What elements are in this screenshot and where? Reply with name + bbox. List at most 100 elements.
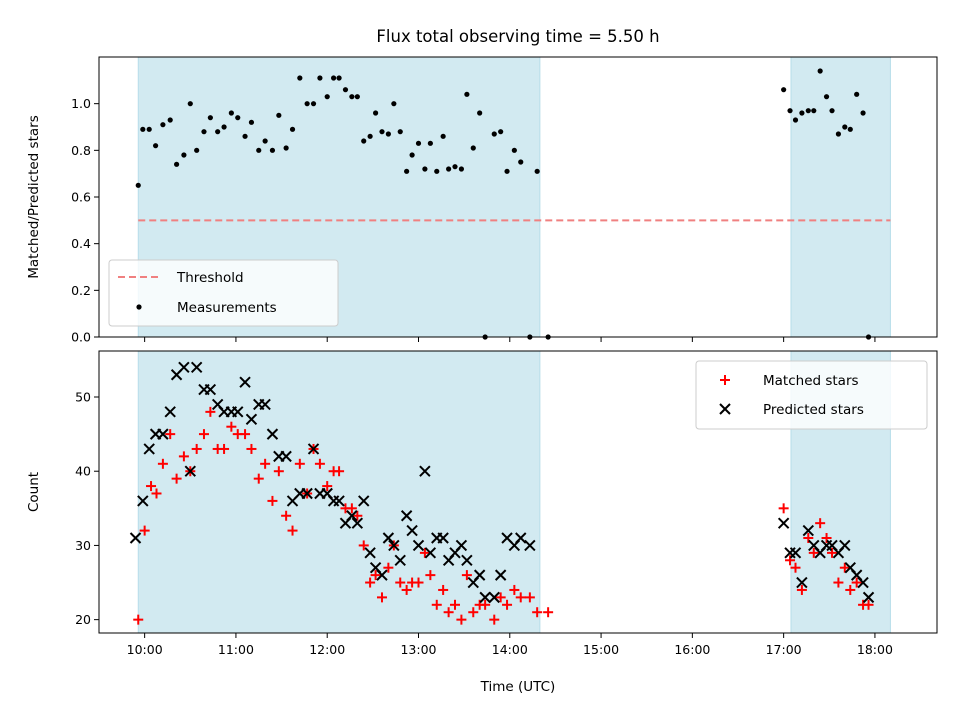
matched-stars-point (334, 466, 345, 477)
measurement-point (477, 110, 483, 116)
matched-stars-point (502, 599, 513, 610)
matched-stars-point (346, 503, 357, 514)
matched-stars-point (532, 607, 543, 618)
measurement-point (397, 129, 403, 135)
measurement-point (317, 75, 323, 81)
bottom-panel-count: 20 30 40 50 10:00 11:00 12:00 13:00 14:00 15:00 16… (26, 350, 938, 695)
predicted-stars-point (204, 383, 217, 396)
chart-title: Flux total observing time = 5.50 h (376, 27, 659, 46)
measurement-point (269, 147, 276, 153)
x-marker-b (184, 465, 196, 477)
predicted-stars-point (802, 524, 814, 537)
measurement-point (491, 131, 497, 137)
matched-stars-point (267, 495, 278, 506)
observing-window-span (790, 56, 891, 338)
matched-stars-point (509, 584, 520, 595)
y-tick-label: 0.4 (71, 236, 91, 251)
matched-stars-point (151, 488, 162, 499)
x-marker-b (796, 576, 808, 589)
matched-stars-point (322, 481, 333, 492)
predicted-stars-point (307, 443, 320, 455)
x-marker-b (862, 591, 875, 604)
x-marker-b (826, 539, 838, 552)
x-marker-b (844, 561, 856, 574)
measurement-point (242, 133, 248, 139)
measurement-point (504, 168, 510, 174)
matched-stars-point (395, 577, 406, 588)
predicted-stars-point (245, 413, 258, 425)
predicted-stars-point (524, 539, 536, 552)
matched-stars-point (226, 421, 237, 432)
matched-stars-point (808, 547, 819, 558)
measurement-point (167, 117, 173, 123)
x-marker-b (190, 361, 203, 374)
y-axis-label: Matched/Predicted stars (26, 115, 42, 278)
predicted-stars-point (164, 406, 176, 418)
x-marker-b (437, 532, 449, 544)
x-marker-b (406, 524, 418, 537)
predicted-stars-point (358, 495, 370, 507)
legend-measurements-swatch (136, 304, 142, 310)
matched-stars-point (294, 458, 305, 469)
measurement-point (434, 168, 440, 174)
measurement-point (829, 108, 835, 114)
measurement-point (427, 140, 433, 146)
predicted-stars-point (266, 428, 279, 440)
x-tick-label: 10:00 (127, 642, 163, 657)
x-marker-b (394, 554, 406, 566)
x-tick-label: 15:00 (583, 642, 619, 657)
matched-stars-point (240, 429, 251, 440)
measurement-point (518, 159, 524, 165)
matched-stars-point (352, 510, 363, 521)
x-marker-b (802, 524, 814, 537)
x-marker-b (501, 532, 513, 544)
measurement-point (847, 126, 853, 132)
x-marker-b (164, 406, 176, 418)
measurement-point (201, 129, 207, 135)
measurement-point (860, 110, 866, 116)
predicted-stars-point (143, 443, 155, 455)
legend-measurements-label: Measurements (177, 300, 277, 316)
x-marker-b (137, 495, 149, 507)
measurement-point (336, 75, 342, 81)
predicted-stars-point (232, 406, 244, 418)
x-marker-b (266, 428, 279, 440)
x-axis-label: Time (UTC) (480, 679, 556, 695)
measurement-point (781, 87, 787, 93)
matched-stars-point (146, 481, 157, 492)
predicted-stars-point (461, 554, 473, 566)
predicted-stars-point (862, 591, 875, 604)
matched-stars-point (365, 577, 376, 588)
measurement-point (792, 117, 799, 123)
measurement-point (276, 112, 282, 118)
measurement-point (842, 124, 848, 130)
measurement-point (391, 101, 397, 107)
x-marker-b (157, 428, 169, 440)
predicted-stars-point (333, 495, 345, 507)
legend-matched-label: Matched stars (763, 373, 859, 389)
x-marker-b (524, 539, 536, 552)
x-marker-b (388, 539, 400, 552)
x-marker-b (232, 406, 244, 418)
matched-stars-point (314, 458, 325, 469)
axes-frame (98, 350, 938, 634)
measurement-point (464, 91, 470, 97)
matched-stars-point (133, 614, 144, 625)
predicted-stars-point (280, 450, 292, 463)
matched-stars-point (401, 584, 412, 595)
y-tick-label: 50 (75, 390, 91, 405)
measurement-point (152, 143, 159, 149)
matched-stars-point (273, 466, 284, 477)
x-marker-b (333, 495, 345, 507)
measurement-point (385, 131, 391, 137)
measurement-point (787, 108, 793, 114)
x-marker-b (479, 591, 491, 604)
predicted-stars-point (351, 517, 364, 529)
predicted-stars-point (857, 576, 869, 589)
measurement-point (146, 126, 152, 132)
y-tick-label: 1.0 (71, 96, 91, 111)
y-tick-label: 0.8 (71, 143, 91, 158)
matched-stars-point (450, 599, 461, 610)
legend-predicted-label: Predicted stars (763, 402, 864, 418)
predicted-stars-point (479, 591, 491, 604)
